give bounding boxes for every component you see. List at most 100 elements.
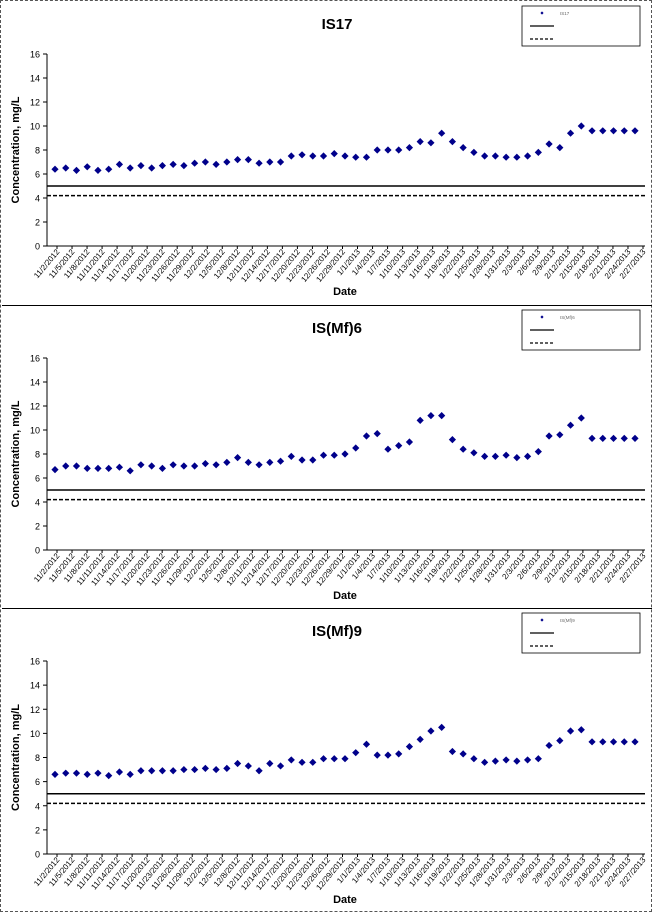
y-tick-label: 0 (35, 242, 40, 252)
data-point (126, 164, 134, 172)
data-point (105, 771, 113, 780)
data-point (352, 749, 360, 757)
data-point (287, 756, 295, 764)
data-point (373, 751, 381, 759)
chart-svg: IS(Mf)9024681012141611/2/201211/5/201211… (10, 612, 648, 906)
legend-label: IS(Mf)9 (560, 618, 575, 623)
data-point (72, 769, 81, 777)
data-point (427, 139, 435, 147)
data-point (438, 412, 446, 420)
data-point (287, 152, 295, 160)
data-point (309, 456, 317, 464)
data-point (545, 741, 553, 750)
data-point (319, 451, 328, 459)
y-tick-label: 8 (35, 450, 40, 460)
data-point (566, 129, 575, 137)
data-point (233, 156, 242, 164)
y-tick-label: 2 (35, 218, 40, 228)
data-point (309, 758, 317, 766)
data-point (62, 769, 70, 777)
y-tick-label: 10 (30, 122, 40, 132)
data-point (405, 438, 414, 446)
y-tick-label: 12 (30, 402, 40, 412)
data-point (319, 152, 328, 160)
data-point (72, 166, 81, 174)
y-tick-label: 16 (30, 657, 40, 667)
data-point (223, 158, 231, 166)
data-point (609, 738, 618, 746)
data-point (148, 767, 156, 775)
data-point (158, 767, 167, 775)
data-point (169, 767, 177, 775)
data-point (158, 464, 167, 472)
data-point (609, 434, 618, 442)
y-tick-label: 6 (35, 777, 40, 787)
data-point (459, 144, 467, 152)
data-point (384, 751, 392, 759)
data-point (51, 770, 59, 778)
data-point (201, 460, 209, 468)
y-tick-label: 16 (30, 50, 40, 60)
y-tick-label: 0 (35, 546, 40, 556)
data-point (362, 432, 371, 440)
data-point (276, 457, 285, 465)
chart-panel-is17: IS17 0 2 4 6 8 10 12 14 16 11/2/2012 11/5/2012 11/8/… (2, 2, 652, 304)
y-axis-label: Concentration, mg/L (10, 400, 22, 507)
data-point (416, 416, 424, 424)
data-point (631, 738, 639, 746)
data-point (362, 153, 371, 161)
data-point (481, 152, 489, 160)
y-tick-label: 12 (30, 705, 40, 715)
data-point (298, 151, 306, 159)
data-point (137, 767, 145, 775)
data-point (233, 759, 242, 768)
data-point (588, 434, 596, 442)
data-point (287, 452, 295, 460)
data-point (513, 454, 521, 462)
data-point (491, 452, 499, 460)
data-point (62, 164, 70, 172)
data-point (115, 768, 124, 776)
data-point (201, 158, 209, 166)
data-point (491, 152, 499, 160)
data-point (577, 122, 585, 130)
data-point (556, 431, 564, 439)
chart-title: IS17 (322, 16, 353, 33)
data-point (148, 462, 156, 470)
y-tick-label: 2 (35, 522, 40, 532)
y-tick-label: 10 (30, 729, 40, 739)
data-point (523, 152, 532, 160)
data-point (448, 747, 457, 756)
data-point (105, 464, 113, 472)
data-point (566, 421, 575, 429)
data-point (373, 146, 381, 154)
data-point (276, 762, 285, 770)
y-tick-label: 4 (35, 498, 40, 508)
y-tick-label: 14 (30, 681, 40, 691)
data-point (588, 127, 596, 135)
data-point (577, 726, 585, 734)
data-point (513, 757, 521, 765)
data-point (566, 727, 575, 735)
data-point (481, 452, 489, 460)
y-tick-label: 16 (30, 354, 40, 364)
data-point (105, 165, 113, 173)
y-tick-label: 6 (35, 474, 40, 484)
data-point (180, 162, 188, 170)
data-point (244, 156, 252, 164)
data-point (545, 140, 553, 148)
data-point (395, 146, 403, 154)
legend-label: IS(Mf)6 (560, 315, 575, 320)
x-axis-label: Date (333, 286, 357, 298)
data-point (223, 458, 231, 466)
y-tick-label: 8 (35, 146, 40, 156)
data-point (545, 432, 553, 440)
data-point (191, 462, 199, 470)
data-point (631, 127, 639, 135)
x-axis-label: Date (333, 590, 357, 602)
data-point (395, 750, 403, 758)
data-point (51, 466, 59, 474)
y-tick-label: 14 (30, 74, 40, 84)
data-point (438, 129, 446, 137)
